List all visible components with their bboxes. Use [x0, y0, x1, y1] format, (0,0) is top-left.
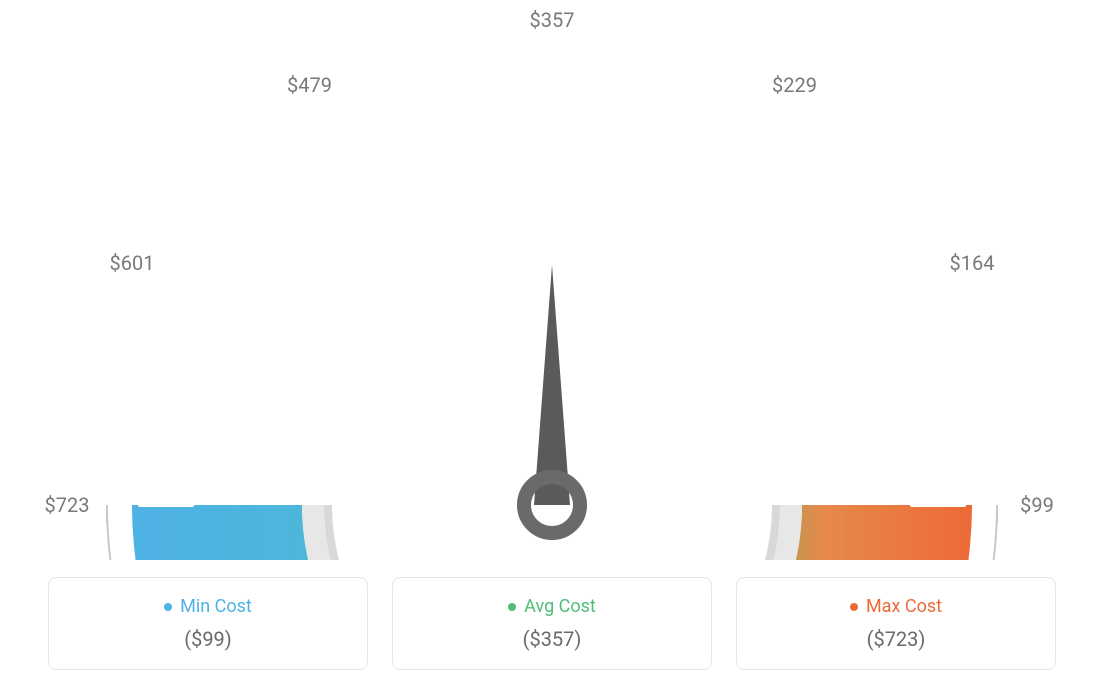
legend-avg-label: Avg Cost [524, 596, 596, 617]
legend-max-value: ($723) [757, 627, 1035, 651]
gauge-tick-label: $357 [530, 8, 575, 32]
legend-min-label: Min Cost [180, 596, 252, 617]
legend-min-value: ($99) [69, 627, 347, 651]
gauge-chart: $99 $164 $229 $357 $479 $601 $723 [0, 0, 1104, 560]
gauge-tick-label: $601 [109, 251, 154, 275]
legend-min-title: Min Cost [69, 596, 347, 617]
gauge-svg [0, 0, 1104, 560]
legend-max-title: Max Cost [757, 596, 1035, 617]
legend-avg-value: ($357) [413, 627, 691, 651]
gauge-tick-label: $479 [287, 73, 332, 97]
gauge-tick-label: $164 [950, 251, 995, 275]
legend-card-max: Max Cost ($723) [736, 577, 1056, 670]
gauge-tick-label: $99 [1020, 493, 1054, 517]
legend-card-avg: Avg Cost ($357) [392, 577, 712, 670]
legend-row: Min Cost ($99) Avg Cost ($357) Max Cost … [40, 577, 1064, 670]
dot-icon [850, 603, 858, 611]
gauge-tick-label: $229 [772, 73, 817, 97]
dot-icon [164, 603, 172, 611]
legend-max-label: Max Cost [866, 596, 942, 617]
gauge-tick-label: $723 [45, 493, 90, 517]
legend-avg-title: Avg Cost [413, 596, 691, 617]
dot-icon [508, 603, 516, 611]
legend-card-min: Min Cost ($99) [48, 577, 368, 670]
